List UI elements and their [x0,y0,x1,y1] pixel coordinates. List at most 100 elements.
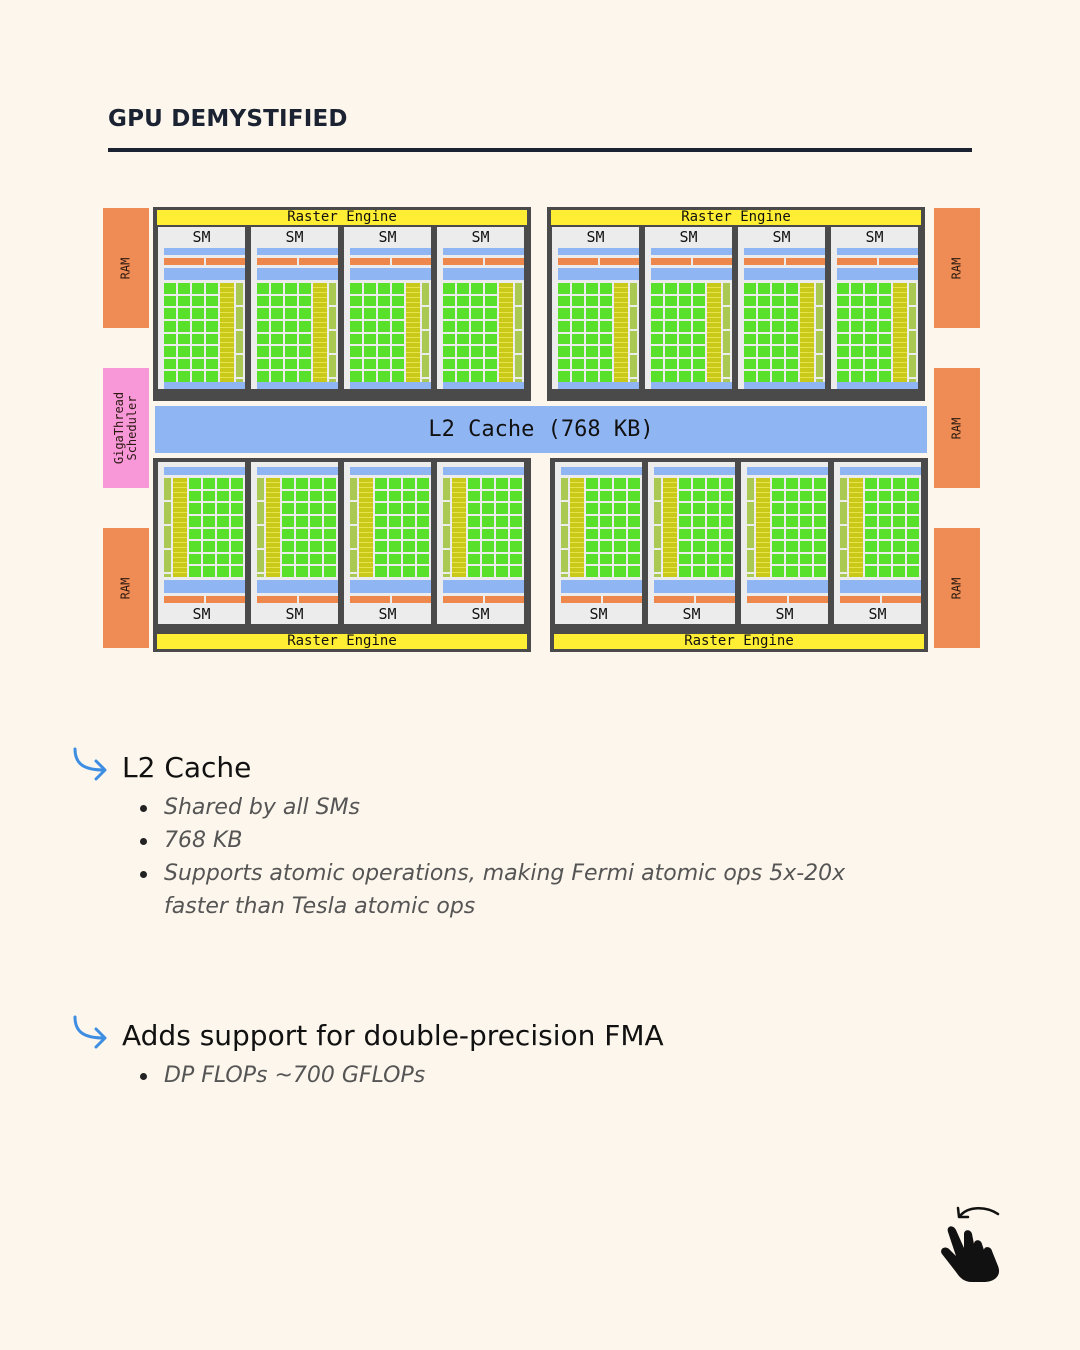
cuda-core [600,478,612,489]
shared-memory [257,382,338,389]
cuda-core [586,295,598,307]
cuda-core [786,358,798,370]
cuda-core [231,553,243,565]
cuda-core [679,358,691,370]
cuda-core [392,358,404,370]
sm-label: SM [192,605,211,623]
register-file [837,268,918,280]
cuda-core [485,333,497,345]
cuda-core [665,283,677,294]
sm-label: SM [868,605,887,623]
warp-scheduler [164,596,245,603]
cuda-core [310,490,322,502]
cuda-core [772,358,784,370]
cuda-core [203,566,215,577]
cuda-core [443,283,455,294]
cuda-core [628,528,640,540]
cuda-core [600,553,612,565]
cuda-core [614,528,626,540]
cuda-core [378,358,390,370]
cuda-core [707,503,719,514]
cuda-core [558,308,570,319]
cuda-core-array [164,478,245,577]
cuda-core [285,283,297,294]
cuda-core [851,308,863,319]
cuda-core [389,503,401,514]
cuda-core [907,553,919,565]
cuda-core [679,541,691,552]
cuda-core [665,320,677,332]
cuda-core [482,490,494,502]
cuda-core [772,553,784,565]
cuda-core [403,515,415,527]
cuda-core [586,346,598,357]
cuda-core [814,566,826,577]
cuda-core [628,490,640,502]
shared-memory [443,382,524,389]
cuda-core [800,541,812,552]
cuda-core [586,566,598,577]
cuda-core [206,283,218,294]
cuda-core [378,333,390,345]
cuda-core [679,333,691,345]
cuda-core [558,320,570,332]
cuda-core [378,346,390,357]
cuda-core [865,528,877,540]
cuda-core [324,528,336,540]
cuda-core [600,320,612,332]
cuda-core [879,541,891,552]
cuda-core [285,320,297,332]
cuda-core [814,553,826,565]
special-function-units [747,478,754,577]
cuda-core [693,503,705,514]
cuda-core [282,528,294,540]
list-item: Supports atomic operations, making Fermi… [138,857,845,890]
streaming-multiprocessor: SM [834,462,921,624]
cuda-core [907,541,919,552]
cuda-core [189,478,201,489]
cuda-core [350,333,362,345]
cuda-core [758,308,770,319]
cuda-core [189,515,201,527]
swipe-hand-icon[interactable] [938,1204,1008,1284]
streaming-multiprocessor: SM [158,462,245,624]
cuda-core [350,346,362,357]
cuda-core [600,515,612,527]
sm-label: SM [285,605,304,623]
gigathread-scheduler-block: GigaThread Scheduler [103,368,149,488]
cuda-core [389,478,401,489]
cuda-core [299,358,311,370]
cuda-core [879,553,891,565]
cuda-core [468,503,480,514]
register-file [747,580,828,593]
cuda-core [482,515,494,527]
cuda-core [257,358,269,370]
cuda-core-array [257,283,338,382]
cuda-core [231,490,243,502]
cuda-core [457,295,469,307]
streaming-multiprocessor: SM [344,227,431,389]
cuda-core [665,295,677,307]
cuda-core [586,553,598,565]
cuda-core [879,320,891,332]
cuda-core-array [257,478,338,577]
cuda-core [814,541,826,552]
shared-memory [651,382,732,389]
cuda-core [758,371,770,382]
cuda-core [679,346,691,357]
cuda-core [443,346,455,357]
sm-label: SM [682,605,701,623]
cuda-core [693,295,705,307]
special-function-units [515,283,522,382]
cuda-core [707,515,719,527]
warp-scheduler [840,596,921,603]
cuda-core [282,553,294,565]
cuda-core [364,371,376,382]
cuda-core [558,346,570,357]
cuda-core [628,503,640,514]
cuda-core [471,371,483,382]
sm-label: SM [471,228,490,246]
cuda-core [893,528,905,540]
cuda-core [600,308,612,319]
cuda-core [744,308,756,319]
